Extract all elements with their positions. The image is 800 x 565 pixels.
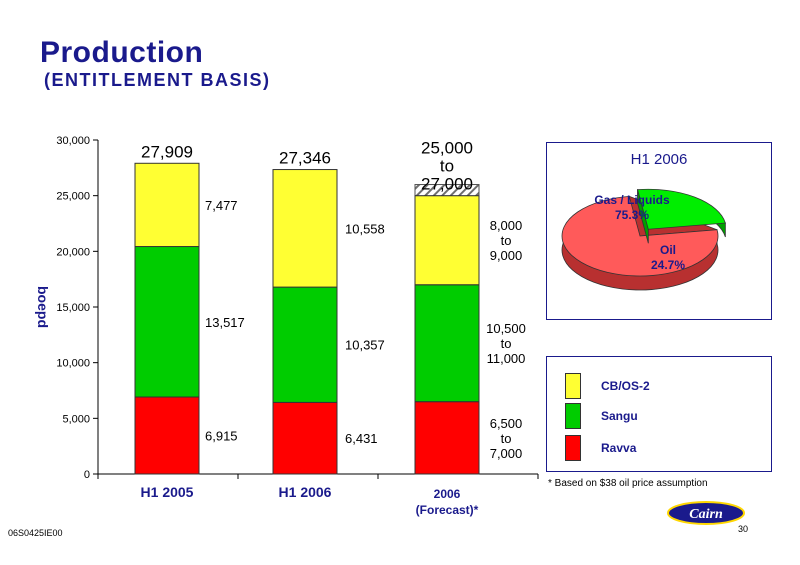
page-number: 30 [738, 524, 749, 534]
x-tick-label: 2006 (Forecast)* [416, 487, 479, 517]
bar-sangu-1 [272, 286, 338, 403]
legend-swatch [565, 403, 581, 429]
y-tick-label: 20,000 [56, 246, 90, 258]
bar-sangu-0 [134, 246, 200, 398]
data-label: 10,500 to 11,000 [486, 321, 526, 366]
y-tick-label: 0 [84, 469, 90, 481]
legend-item-sangu: Sangu [565, 403, 765, 429]
legend-item-ravva: Ravva [565, 435, 765, 461]
data-label: 13,517 [205, 315, 245, 330]
total-label: 27,909 [141, 142, 193, 161]
y-tick-label: 25,000 [56, 191, 90, 203]
pie-slice-oil [637, 188, 726, 230]
bar-ravva-1 [272, 401, 338, 475]
footnote: * Based on $38 oil price assumption [548, 478, 708, 489]
page-title: Production [40, 36, 204, 69]
pie-slice-gas-liquids [561, 195, 719, 277]
data-label: 6,915 [205, 429, 238, 444]
data-label: 7,477 [205, 198, 238, 213]
bar-range-band [414, 184, 480, 197]
y-tick-label: 15,000 [56, 302, 90, 314]
bar-cbos2-1 [272, 169, 338, 288]
data-label: 6,431 [345, 431, 378, 446]
data-label: 6,500 to 7,000 [490, 416, 523, 461]
bar-sangu-2 [414, 284, 480, 403]
legend-swatch [565, 435, 581, 461]
svg-text:Cairn: Cairn [689, 507, 723, 522]
pie-chart-title: H1 2006 [630, 151, 688, 168]
legend: CB/OS-2 Sangu Ravva [546, 356, 772, 472]
pie-chart-panel: H1 2006 [546, 142, 772, 320]
legend-label: CB/OS-2 [601, 379, 650, 393]
pie-label-gas-liquids: Gas / Liquids 75.3% [594, 193, 670, 222]
y-tick-label: 5,000 [62, 413, 90, 425]
bar-ravva-0 [134, 396, 200, 475]
x-tick-label: H1 2006 [279, 484, 332, 500]
data-label: 10,357 [345, 338, 385, 353]
total-label: 25,000 to 27,000 [421, 139, 473, 194]
y-tick-label: 30,000 [56, 135, 90, 147]
data-label: 10,558 [345, 221, 385, 236]
legend-item-cbos2: CB/OS-2 [565, 373, 765, 399]
legend-label: Ravva [601, 441, 637, 455]
page-subtitle: (ENTITLEMENT BASIS) [44, 70, 271, 90]
legend-label: Sangu [601, 409, 638, 423]
y-tick-label: 10,000 [56, 358, 90, 370]
bar-ravva-2 [414, 401, 480, 475]
total-label: 27,346 [279, 149, 331, 168]
legend-swatch [565, 373, 581, 399]
bar-cbos2-0 [134, 162, 200, 248]
cairn-logo: Cairn [667, 501, 745, 525]
bar-cbos2-2 [414, 195, 480, 286]
document-code: 06S0425IE00 [8, 528, 63, 538]
pie-label-oil: Oil 24.7% [651, 243, 685, 272]
y-axis-label: boepd [35, 286, 51, 328]
x-tick-label: H1 2005 [141, 484, 194, 500]
data-label: 8,000 to 9,000 [490, 218, 523, 263]
